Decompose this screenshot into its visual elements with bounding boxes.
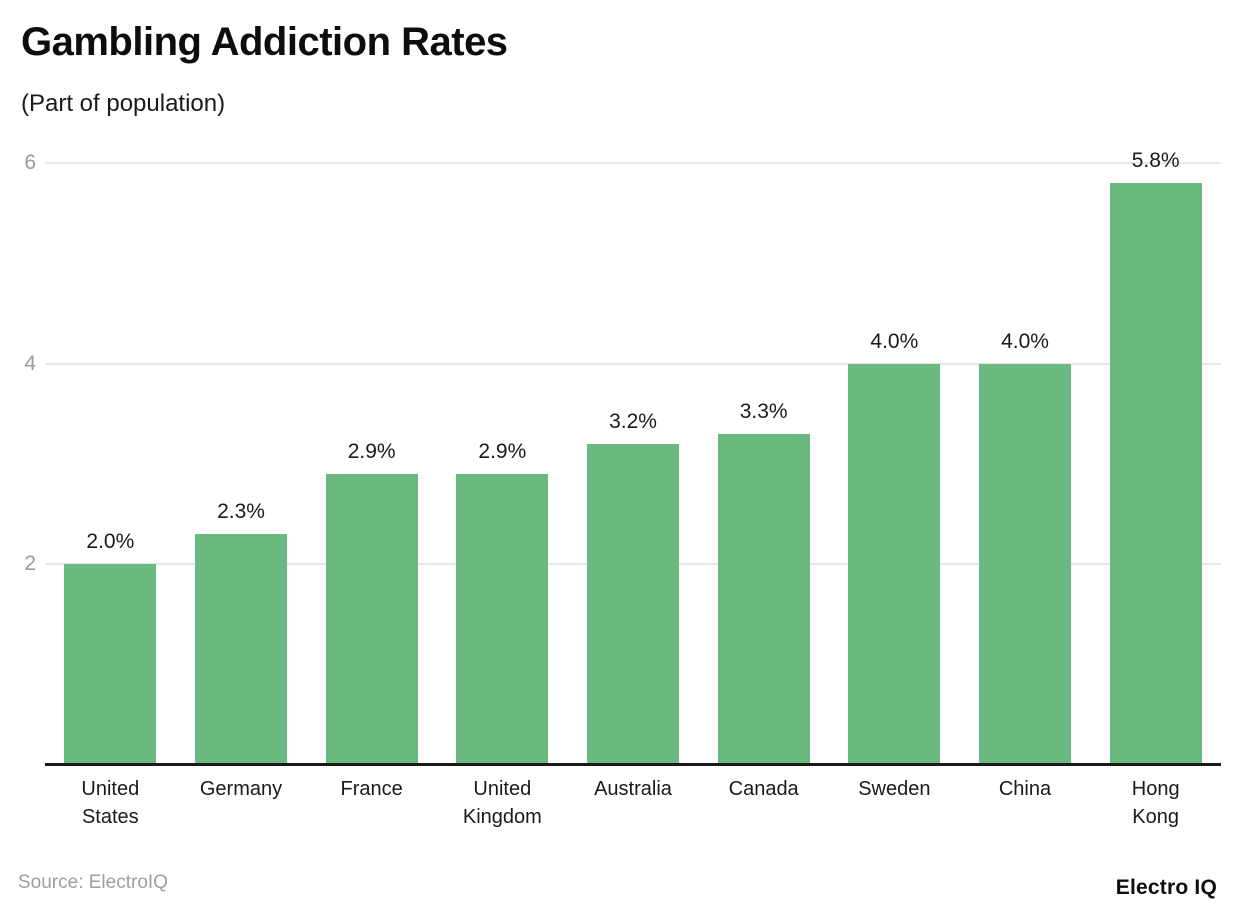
bar-value-label-china: 4.0% [1001,329,1049,353]
y-tick-label-4: 4 [24,351,36,375]
bar-value-label-united-states: 2.0% [86,530,135,554]
bar-canada [717,433,810,765]
bar-value-label-germany: 2.3% [217,500,265,524]
x-tick-label-hong-kong: Hong Kong [1131,778,1180,828]
bar-sweden [848,363,941,765]
y-tick-label-6: 6 [24,151,36,175]
x-tick-label-sweden: Sweden [858,778,931,800]
x-tick-label-canada: Canada [728,778,799,800]
y-tick-label-2: 2 [24,552,36,576]
chart-subtitle: (Part of population) [21,90,226,117]
x-tick-label-australia: Australia [594,778,672,800]
x-tick-label-china: China [998,778,1052,800]
bar-germany [195,534,287,765]
source-credit: Source: ElectroIQ [18,872,168,893]
x-tick-label-germany: Germany [199,778,283,800]
bar-value-label-australia: 3.2% [609,409,657,433]
bar-value-label-united-kingdom: 2.9% [478,440,527,464]
x-tick-label-united-kingdom: United Kingdom [462,778,542,828]
bar-china [979,363,1071,765]
x-tick-label-france: France [340,778,403,800]
x-axis-line [45,763,1221,766]
chart-title: Gambling Addiction Rates [21,20,508,64]
x-tick-label-united-states: United States [81,778,140,828]
bar-value-label-canada: 3.3% [739,399,788,423]
bar-france [325,474,418,765]
bar-hong-kong [1109,183,1202,765]
gridline-4 [45,362,1221,365]
bar-value-label-sweden: 4.0% [870,329,919,353]
gridline-6 [45,162,1221,165]
brand-logo: Electro IQ [1115,876,1217,899]
bar-value-label-france: 2.9% [347,440,396,464]
bar-united-kingdom [456,474,549,765]
bar-united-states [64,564,157,765]
bar-australia [587,443,679,765]
bar-value-label-hong-kong: 5.8% [1131,149,1180,173]
